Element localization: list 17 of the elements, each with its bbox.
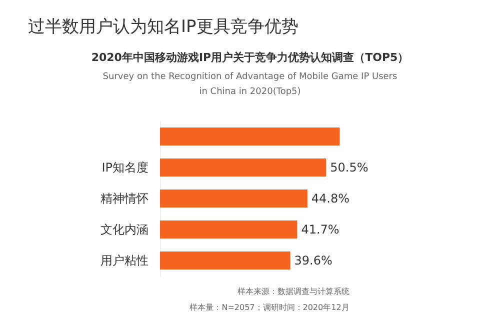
text: 样本量：N=2057；调研时间：2020年12月: [190, 303, 350, 312]
bar: [160, 190, 308, 208]
bar: [160, 220, 298, 238]
chart-subtitle: 2020年中国移动游戏IP用户关于竞争力优势认知调查（TOP5） Survey on the Recognition of Advantage of Mobile Game IP Users in China in 2020(Top5): [91, 51, 409, 97]
bar: [160, 128, 340, 146]
data-label: 50.5%: [330, 160, 368, 174]
y-tick-label: 用户粘性: [100, 254, 148, 268]
data-label: 41.7%: [301, 222, 340, 236]
data-label: 44.8%: [311, 192, 350, 206]
bar: [160, 158, 326, 176]
data-label: 39.6%: [294, 254, 332, 268]
bar: [160, 252, 290, 270]
text: 样本来源：数据调查与计算系统: [237, 287, 350, 296]
y-tick-label: IP知名度: [102, 160, 148, 174]
y-tick-label: 精神情怀: [100, 192, 148, 206]
chart-title: 过半数用户认为知名IP更具竞争优势: [28, 17, 298, 37]
y-tick-label: 文化内涵: [100, 222, 148, 236]
